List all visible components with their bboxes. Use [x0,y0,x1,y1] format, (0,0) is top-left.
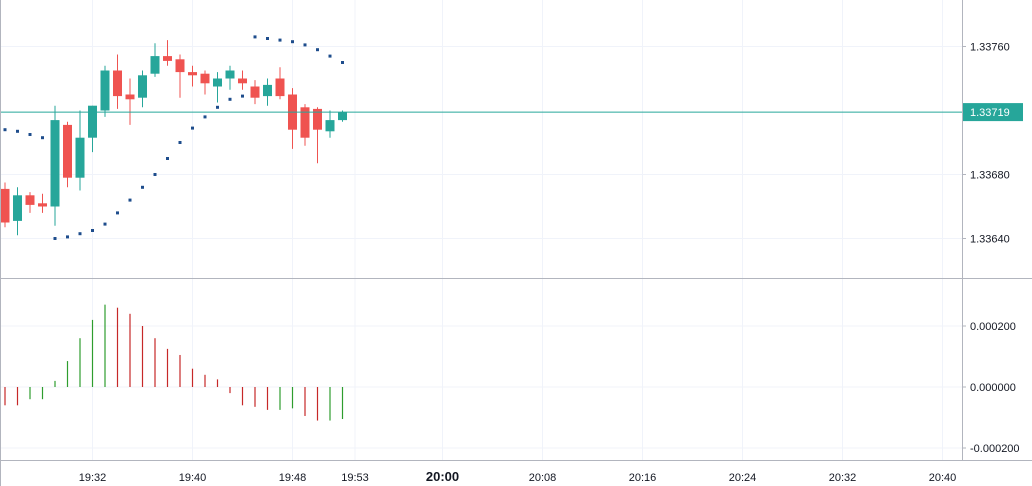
psar-dot [153,173,157,176]
psar-dot [341,61,344,64]
oscillator-histogram-series [4,304,344,421]
psar-dot [328,54,332,58]
oscillator-pane[interactable] [4,304,344,421]
candle-up [100,65,110,117]
psar-dot [216,105,219,109]
candle-down [25,192,35,213]
time-tick-label: 20:00 [426,469,459,484]
psar-dot [103,222,107,226]
psar-dot [53,237,57,240]
candle-down [275,67,285,100]
psar-dot [66,235,69,239]
oscillator-tick-label: -0.000200 [970,443,1020,455]
psar-dot [241,94,244,98]
psar-dot [141,185,144,189]
oscillator-tick-label: 0.000200 [970,321,1016,333]
price-tick-label: 1.33680 [970,170,1010,182]
psar-dot [16,129,19,133]
last-price-badge [963,103,1023,122]
psar-dot [128,198,132,202]
psar-dot [3,128,7,132]
candle-up [138,70,147,108]
last-price-label: 1.33719 [963,103,1023,122]
time-tick-label: 19:40 [179,472,207,484]
candle-down [200,70,210,95]
candle-down [300,104,310,146]
candle-down [63,121,72,188]
candle-down [125,78,135,125]
price-tick-label: 1.33640 [970,234,1010,246]
price-tick-label: 1.33760 [970,42,1010,54]
oscillator-axis[interactable]: 0.000200 0.000000 -0.000200 [962,321,1020,455]
oscillator-tick-label: 0.000000 [970,382,1016,394]
psar-dot [91,229,94,232]
time-tick-label: 19:32 [79,472,107,484]
candle-up [213,72,222,103]
psar-dot [316,48,319,52]
candle-up [88,105,97,153]
candle-up [263,78,272,106]
candle-up [150,43,160,77]
psar-dot [166,157,169,160]
candle-down [163,40,172,66]
candle-down [188,65,197,87]
psar-dot [253,35,257,39]
psar-dot [228,97,232,101]
candle-down [38,193,47,213]
candle-up [13,187,22,236]
time-tick-label: 19:53 [341,472,369,484]
psar-dot [41,136,44,140]
parabolic-sar-series [3,35,344,240]
time-axis[interactable]: 19:32 19:40 19:48 19:53 20:00 20:08 20:16 20:24… [79,469,957,484]
psar-dot [278,38,282,42]
candle-up [325,110,335,138]
candle-up [225,65,235,90]
candle-down [113,54,122,109]
psar-dot [78,232,82,236]
time-tick-label: 19:48 [279,472,307,484]
candle-down [0,182,10,228]
time-tick-label: 20:40 [929,472,957,484]
candle-down [313,107,322,164]
price-axis[interactable]: 1.33760 1.33680 1.33640 [962,42,1010,246]
psar-dot [191,126,194,130]
psar-dot [28,133,32,136]
candle-up [50,105,60,226]
time-tick-label: 20:16 [629,472,657,484]
psar-dot [178,141,182,144]
psar-dot [291,40,294,44]
candle-up [75,110,85,191]
last-price-label: 1.33719 [970,107,1010,119]
psar-dot [116,211,119,215]
time-tick-label: 20:08 [529,472,557,484]
psar-dot [266,37,269,40]
psar-dot [303,43,307,47]
candle-down [175,54,185,98]
psar-dot [203,115,207,119]
candle-down [238,70,247,90]
time-tick-label: 20:32 [829,472,857,484]
price-pane[interactable] [0,35,962,240]
candle-down [250,80,260,105]
time-tick-label: 20:24 [729,472,757,484]
